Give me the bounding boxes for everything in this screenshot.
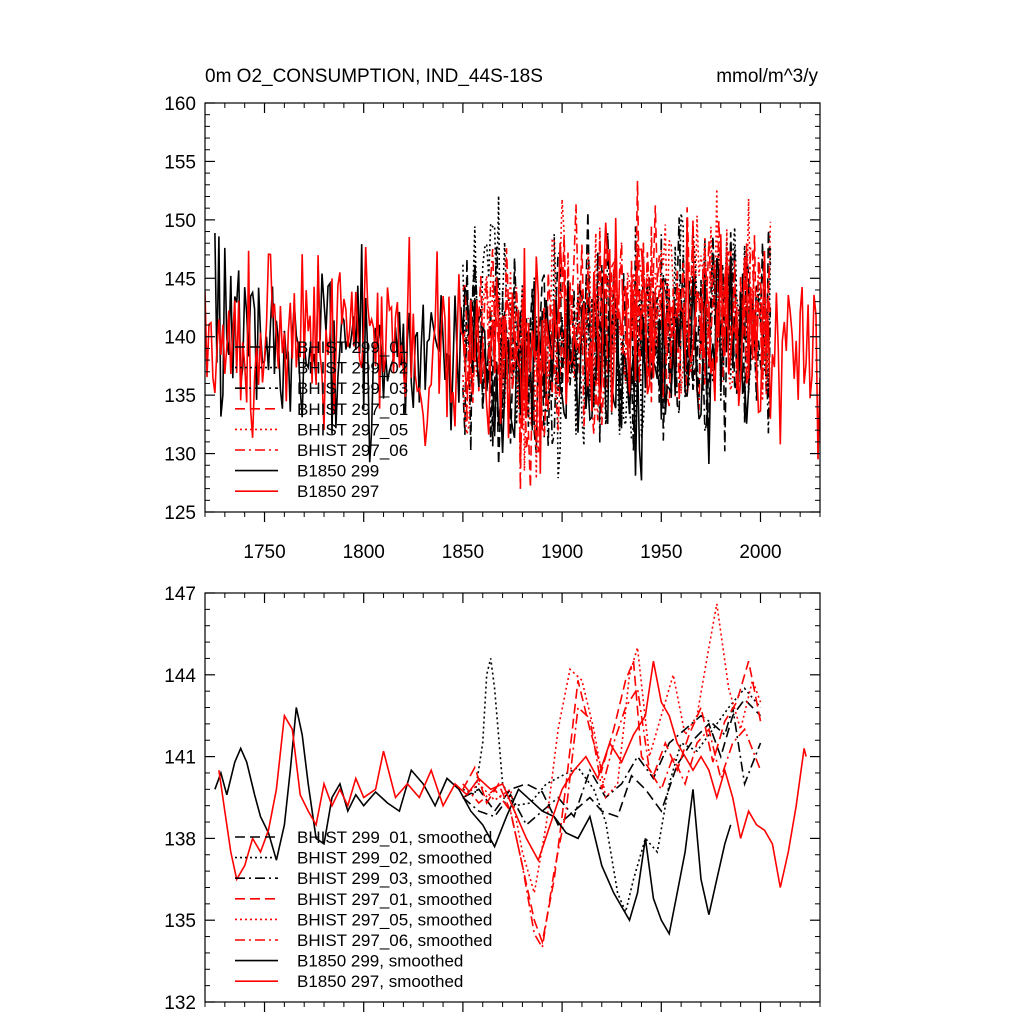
y-tick-label: 130 bbox=[164, 445, 196, 466]
x-tick-label: 1750 bbox=[243, 542, 285, 563]
legend-label: BHIST 297_05, smoothed bbox=[297, 910, 492, 929]
legend-label: BHIST 297_01 bbox=[297, 400, 408, 419]
series-line-top-7 bbox=[205, 217, 820, 474]
top-panel: 0m O2_CONSUMPTION, IND_44S-18S mmol/m^3/… bbox=[164, 66, 821, 563]
series-line-bottom-2 bbox=[462, 707, 762, 827]
y-tick-label: 135 bbox=[164, 911, 196, 932]
series-line-bottom-1 bbox=[462, 658, 762, 915]
x-tick-label: 2000 bbox=[739, 542, 781, 563]
legend-label: B1850 299, smoothed bbox=[297, 952, 463, 971]
y-tick-label: 140 bbox=[164, 328, 196, 349]
y-tick-label: 138 bbox=[164, 829, 196, 850]
legend-label: B1850 297, smoothed bbox=[297, 972, 463, 991]
plot-frame bbox=[204, 102, 821, 513]
series-line-bottom-3 bbox=[462, 660, 762, 945]
top-axes: 125 130 135 140 145 150 155 160 1750 1800 1850 1900… bbox=[164, 94, 821, 563]
x-tick-label: 1950 bbox=[640, 542, 682, 563]
legend-label: BHIST 299_01 bbox=[297, 338, 408, 357]
y-tick-label: 144 bbox=[164, 666, 196, 687]
series-line-bottom-5 bbox=[462, 686, 762, 950]
bottom-series-layer bbox=[214, 603, 807, 950]
series-line-bottom-7 bbox=[218, 661, 807, 888]
y-tick-label: 155 bbox=[164, 152, 196, 173]
legend-label: BHIST 299_01, smoothed bbox=[297, 828, 492, 847]
top-series-layer bbox=[205, 180, 820, 491]
x-tick-label: 1900 bbox=[541, 542, 583, 563]
x-tick-label: 1800 bbox=[343, 542, 385, 563]
y-tick-label: 141 bbox=[164, 748, 196, 769]
plot-frame bbox=[204, 592, 821, 1003]
bottom-panel: 132 135 138 141 144 147 BHIST 299_01, smoothe… bbox=[164, 584, 821, 1014]
y-tick-label: 145 bbox=[164, 269, 196, 290]
y-tick-label: 125 bbox=[164, 503, 196, 524]
y-tick-label: 160 bbox=[164, 94, 196, 115]
series-line-bottom-0 bbox=[462, 698, 762, 827]
bottom-legend: BHIST 299_01, smoothed BHIST 299_02, smoo… bbox=[235, 828, 492, 991]
legend-label: BHIST 297_06 bbox=[297, 441, 408, 460]
legend-label: BHIST 299_02 bbox=[297, 359, 408, 378]
y-tick-label: 150 bbox=[164, 211, 196, 232]
y-tick-label: 135 bbox=[164, 386, 196, 407]
legend-label: B1850 299 bbox=[297, 462, 379, 481]
y-tick-label: 132 bbox=[164, 993, 196, 1014]
legend-label: BHIST 299_03 bbox=[297, 379, 408, 398]
series-line-bottom-6 bbox=[214, 707, 732, 937]
legend-label: BHIST 297_06, smoothed bbox=[297, 931, 492, 950]
top-panel-title: 0m O2_CONSUMPTION, IND_44S-18S bbox=[205, 66, 543, 87]
legend-label: BHIST 297_05 bbox=[297, 420, 408, 439]
legend-label: BHIST 297_01, smoothed bbox=[297, 890, 492, 909]
y-tick-label: 147 bbox=[164, 584, 196, 605]
legend-label: B1850 297 bbox=[297, 482, 379, 501]
x-tick-label: 1850 bbox=[442, 542, 484, 563]
legend-label: BHIST 299_02, smoothed bbox=[297, 849, 492, 868]
bottom-axes: 132 135 138 141 144 147 bbox=[164, 584, 821, 1014]
top-panel-units: mmol/m^3/y bbox=[716, 66, 818, 87]
legend-label: BHIST 299_03, smoothed bbox=[297, 869, 492, 888]
series-line-top-5 bbox=[462, 204, 772, 491]
